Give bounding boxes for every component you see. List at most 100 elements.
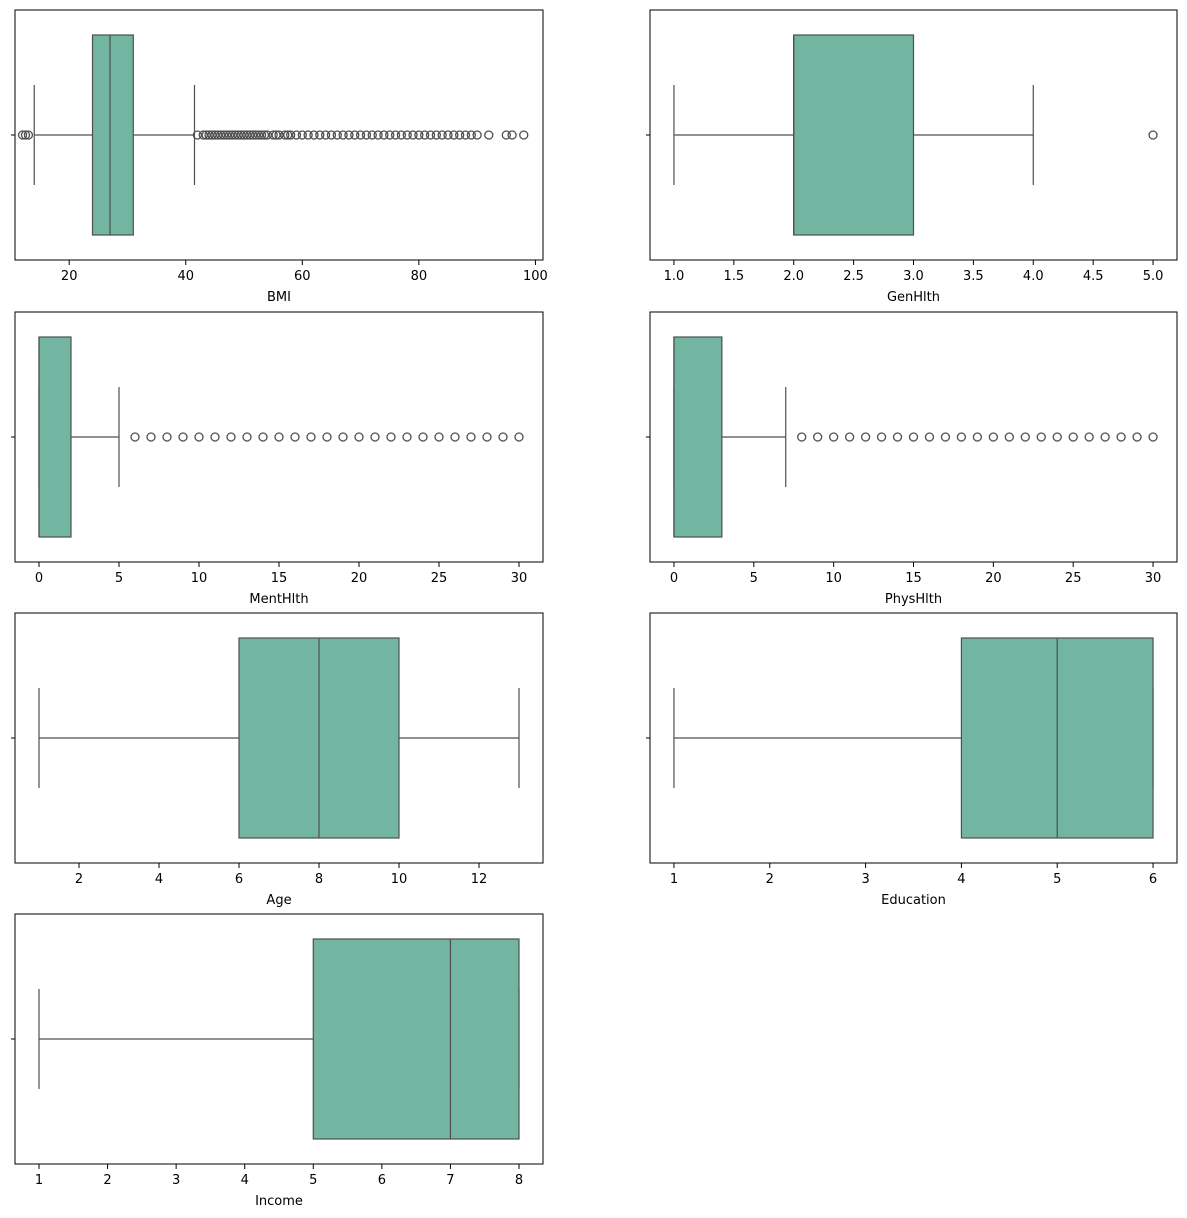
subplot-education: 1 2 3 4 5 6 Education (646, 612, 1178, 908)
x-tick-label: 10 (391, 872, 408, 887)
outlier-point (370, 432, 380, 442)
x-tick-label: 20 (61, 269, 78, 284)
x-tick-label: 80 (411, 269, 428, 284)
iqr-box (793, 34, 915, 236)
outlier-point (514, 432, 524, 442)
x-axis-label: BMI (267, 290, 291, 305)
outlier-point (1132, 432, 1142, 442)
x-tick-label: 3 (172, 1173, 180, 1188)
x-tick-label: 15 (271, 571, 288, 586)
outlier-point (350, 130, 360, 140)
subplot-age: 2 4 6 8 10 12 Age (11, 612, 544, 908)
outlier-point (484, 130, 494, 140)
outlier-point (449, 130, 459, 140)
outlier-point (297, 130, 307, 140)
x-tick-label: 10 (825, 571, 842, 586)
outlier-point (988, 432, 998, 442)
outlier-point (338, 432, 348, 442)
outlier-point (373, 130, 383, 140)
outlier-point (130, 432, 140, 442)
x-tick-label: 15 (905, 571, 922, 586)
outlier-point (425, 130, 436, 140)
x-tick-label: 1.0 (664, 269, 685, 284)
outlier-point (1084, 432, 1094, 442)
outlier-point (192, 130, 203, 140)
outlier-point (1020, 432, 1030, 442)
outlier-point (498, 432, 508, 442)
outlier-point (242, 130, 252, 140)
outlier-point (259, 130, 270, 140)
subplot-bmi: 20 40 60 80 100 BMI (11, 9, 548, 305)
x-tick-label: 4 (241, 1173, 249, 1188)
outlier-point (519, 130, 529, 140)
outlier-point (256, 130, 267, 140)
outlier-point (226, 432, 236, 442)
outlier-point (354, 432, 364, 442)
outlier-point (924, 432, 935, 442)
x-tick-label: 7 (446, 1173, 454, 1188)
outlier-point (829, 432, 839, 442)
subplot-income: 1 2 3 4 5 6 7 8 Income (11, 913, 544, 1209)
outlier-point (338, 130, 348, 140)
outlier-point (332, 130, 342, 140)
outlier-point (326, 130, 337, 140)
x-axis-label: GenHlth (887, 290, 940, 305)
x-tick-label: 6 (378, 1173, 386, 1188)
x-axis-label: Education (881, 893, 946, 908)
outlier-point (268, 130, 278, 140)
iqr-box (673, 336, 723, 538)
outlier-point (501, 130, 511, 140)
outlier-point (908, 432, 919, 442)
outlier-point (386, 432, 396, 442)
outlier-point (434, 432, 444, 442)
outlier-point (390, 130, 401, 140)
outlier-point (876, 432, 887, 442)
x-tick-label: 6 (235, 872, 243, 887)
outlier-point (956, 432, 967, 442)
x-tick-label: 40 (177, 269, 194, 284)
outlier-point (306, 432, 316, 442)
x-tick-label: 20 (351, 571, 368, 586)
outlier-point (1148, 432, 1158, 442)
outlier-point (236, 130, 246, 140)
outlier-point (431, 130, 442, 140)
outlier-point (221, 130, 232, 140)
x-tick-label: 10 (191, 571, 208, 586)
outlier-point (418, 432, 428, 442)
x-tick-label: 8 (515, 1173, 523, 1188)
outlier-point (437, 130, 447, 140)
x-tick-label: 2 (766, 872, 774, 887)
x-tick-label: 3 (861, 872, 869, 887)
outlier-point (178, 432, 188, 442)
outlier-point (17, 130, 28, 140)
outlier-point (466, 130, 476, 140)
outlier-point (482, 432, 492, 442)
x-tick-label: 30 (1145, 571, 1162, 586)
x-tick-label: 1.5 (723, 269, 744, 284)
x-tick-label: 3.0 (903, 269, 924, 284)
outlier-point (253, 130, 264, 140)
outlier-point (466, 432, 476, 442)
x-axis-label: Income (255, 1194, 303, 1209)
outlier-point (258, 432, 268, 442)
subplot-genhlth: 1.0 1.5 2.0 2.5 3.0 3.5 4.0 4.5 5.0 GenHlth (646, 9, 1178, 305)
outlier-point (355, 130, 366, 140)
outlier-point (194, 432, 204, 442)
x-tick-label: 0 (35, 571, 43, 586)
outlier-point (216, 130, 226, 140)
outlier-point (274, 432, 284, 442)
x-tick-label: 0 (670, 571, 678, 586)
outlier-point (402, 130, 412, 140)
x-tick-label: 4 (155, 872, 163, 887)
x-tick-label: 25 (431, 571, 448, 586)
x-tick-label: 100 (523, 269, 548, 284)
outlier-point (1052, 432, 1062, 442)
outlier-point (210, 130, 220, 140)
outlier-point (239, 130, 249, 140)
outlier-point (385, 130, 395, 140)
x-tick-label: 5 (115, 571, 123, 586)
outlier-point (291, 130, 302, 140)
outlier-point (198, 130, 208, 140)
outlier-point (322, 432, 332, 442)
outlier-point (23, 130, 34, 140)
